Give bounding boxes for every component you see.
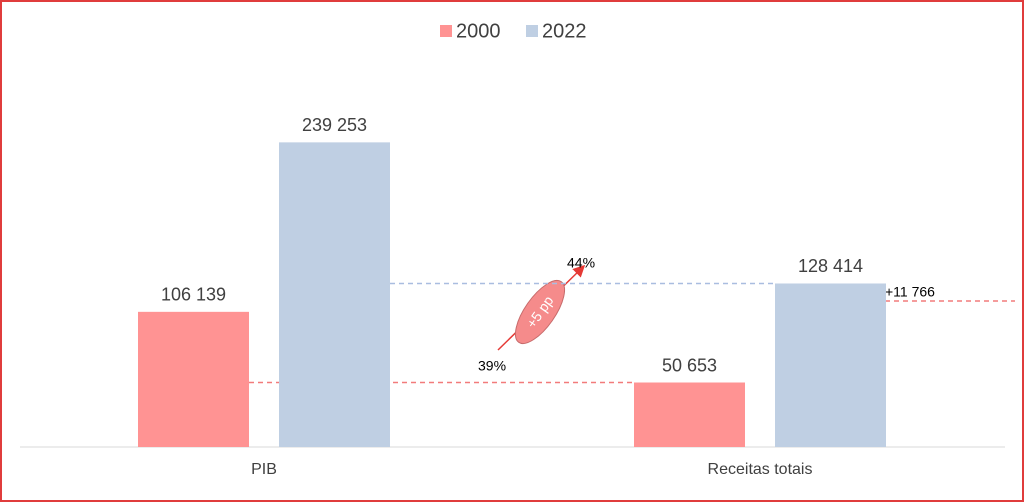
bar (775, 283, 886, 447)
bar (634, 382, 745, 447)
share-2000: 39% (478, 358, 506, 374)
legend-label: 2022 (542, 20, 587, 42)
bar (138, 311, 249, 447)
legend-label: 2000 (456, 20, 501, 42)
legend-swatch (526, 25, 538, 37)
increase-label: +11 766 (885, 284, 935, 300)
value-label: 239 253 (302, 115, 367, 135)
x-tick-label: PIB (251, 461, 277, 478)
badge-shape (514, 279, 566, 345)
legend-swatch (440, 25, 452, 37)
value-label: 106 139 (161, 285, 226, 305)
value-label: 128 414 (798, 256, 863, 276)
share-2022: 44% (567, 255, 595, 271)
x-tick-label: Receitas totais (708, 461, 813, 478)
bar (279, 142, 390, 447)
value-label: 50 653 (662, 355, 717, 375)
